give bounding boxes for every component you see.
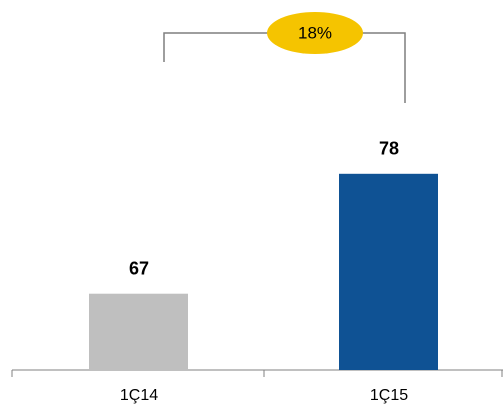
bar: [339, 173, 438, 370]
x-tick-label: 1Ç14: [120, 387, 158, 404]
annotation-text: 18%: [298, 23, 332, 42]
annotation-bubble: [267, 12, 363, 54]
bar: [89, 293, 188, 370]
value-label: 67: [129, 258, 149, 278]
bracket-right: [362, 32, 406, 103]
x-tick-label: 1Ç15: [370, 387, 408, 404]
value-label: 78: [379, 139, 399, 159]
annotation-bracket: [163, 32, 406, 103]
bracket-left: [163, 32, 268, 62]
